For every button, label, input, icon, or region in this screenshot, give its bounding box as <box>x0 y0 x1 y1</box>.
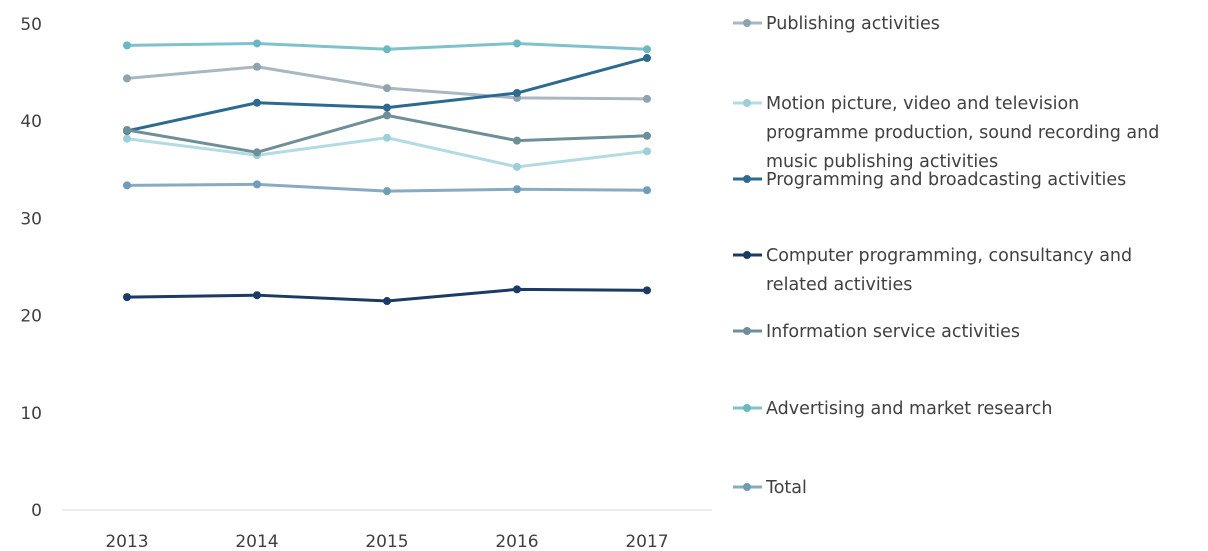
legend-label: Programming and broadcasting activities <box>766 170 1126 190</box>
data-point <box>513 285 521 294</box>
legend-item: Publishing activities <box>733 14 940 34</box>
y-tick-label: 10 <box>20 404 42 424</box>
legend-item: Programming and broadcasting activities <box>733 170 1126 190</box>
data-point <box>123 134 131 143</box>
legend-label: Computer programming, consultancy and <box>766 246 1132 266</box>
data-point <box>643 54 651 63</box>
data-point <box>383 103 391 112</box>
series-line <box>125 65 649 101</box>
legend-item: Advertising and market research <box>733 399 1052 419</box>
data-point <box>383 187 391 196</box>
data-point <box>253 62 261 71</box>
legend-label: programme production, sound recording an… <box>766 123 1159 143</box>
data-point <box>643 94 651 103</box>
data-point <box>513 136 521 145</box>
data-point <box>513 39 521 48</box>
data-point <box>123 293 131 302</box>
legend-label: Publishing activities <box>766 14 940 34</box>
data-point <box>643 131 651 140</box>
series-group <box>123 180 651 196</box>
series-group <box>123 39 651 54</box>
legend-item: Information service activities <box>733 322 1020 342</box>
data-point <box>123 181 131 190</box>
legend-swatch-marker <box>743 19 751 27</box>
data-point <box>253 39 261 48</box>
data-point <box>643 45 651 54</box>
legend-label: Advertising and market research <box>766 399 1052 419</box>
x-tick-label: 2015 <box>365 532 408 551</box>
data-point <box>513 185 521 194</box>
chart-axes: 0 10 20 30 40 50 2013 2014 2015 2016 2017 <box>20 15 712 551</box>
data-point <box>383 133 391 142</box>
legend-label: Information service activities <box>766 322 1020 342</box>
legend-item: Motion picture, video and television prog… <box>733 94 1159 172</box>
data-point <box>383 111 391 120</box>
data-point <box>123 74 131 83</box>
x-tick-label: 2016 <box>495 532 538 551</box>
data-point <box>383 84 391 93</box>
legend-label: music publishing activities <box>766 152 998 172</box>
data-point <box>513 89 521 98</box>
legend-item: Computer programming, consultancy and rel… <box>733 246 1132 295</box>
chart-series <box>123 39 651 306</box>
legend-swatch-marker <box>743 251 751 259</box>
x-tick-label: 2017 <box>625 532 668 551</box>
series-group <box>123 285 651 306</box>
data-point <box>643 147 651 156</box>
series-group <box>123 54 651 135</box>
legend-swatch-marker <box>743 99 751 107</box>
x-tick-label: 2014 <box>235 532 278 551</box>
chart-legend: Publishing activities Motion picture, vid… <box>733 14 1159 498</box>
data-point <box>253 291 261 300</box>
legend-label: related activities <box>766 275 912 295</box>
legend-swatch-marker <box>743 483 751 491</box>
series-group <box>123 111 651 157</box>
legend-item: Total <box>733 478 807 498</box>
data-point <box>123 125 131 134</box>
data-point <box>643 186 651 195</box>
y-tick-label: 30 <box>20 209 42 229</box>
series-group <box>123 62 651 103</box>
data-point <box>383 297 391 306</box>
legend-swatch-marker <box>743 327 751 335</box>
y-tick-label: 0 <box>31 501 42 521</box>
data-point <box>643 286 651 295</box>
data-point <box>253 148 261 157</box>
legend-swatch-marker <box>743 404 751 412</box>
y-tick-label: 40 <box>20 112 42 132</box>
legend-label: Total <box>765 478 807 498</box>
data-point <box>383 45 391 54</box>
data-point <box>253 98 261 107</box>
data-point <box>123 41 131 50</box>
series-line <box>125 56 649 133</box>
y-tick-label: 50 <box>20 15 42 35</box>
data-point <box>253 180 261 189</box>
data-point <box>513 162 521 171</box>
y-tick-label: 20 <box>20 307 42 327</box>
x-tick-label: 2013 <box>105 532 148 551</box>
legend-label: Motion picture, video and television <box>766 94 1079 114</box>
legend-swatch-marker <box>743 175 751 183</box>
